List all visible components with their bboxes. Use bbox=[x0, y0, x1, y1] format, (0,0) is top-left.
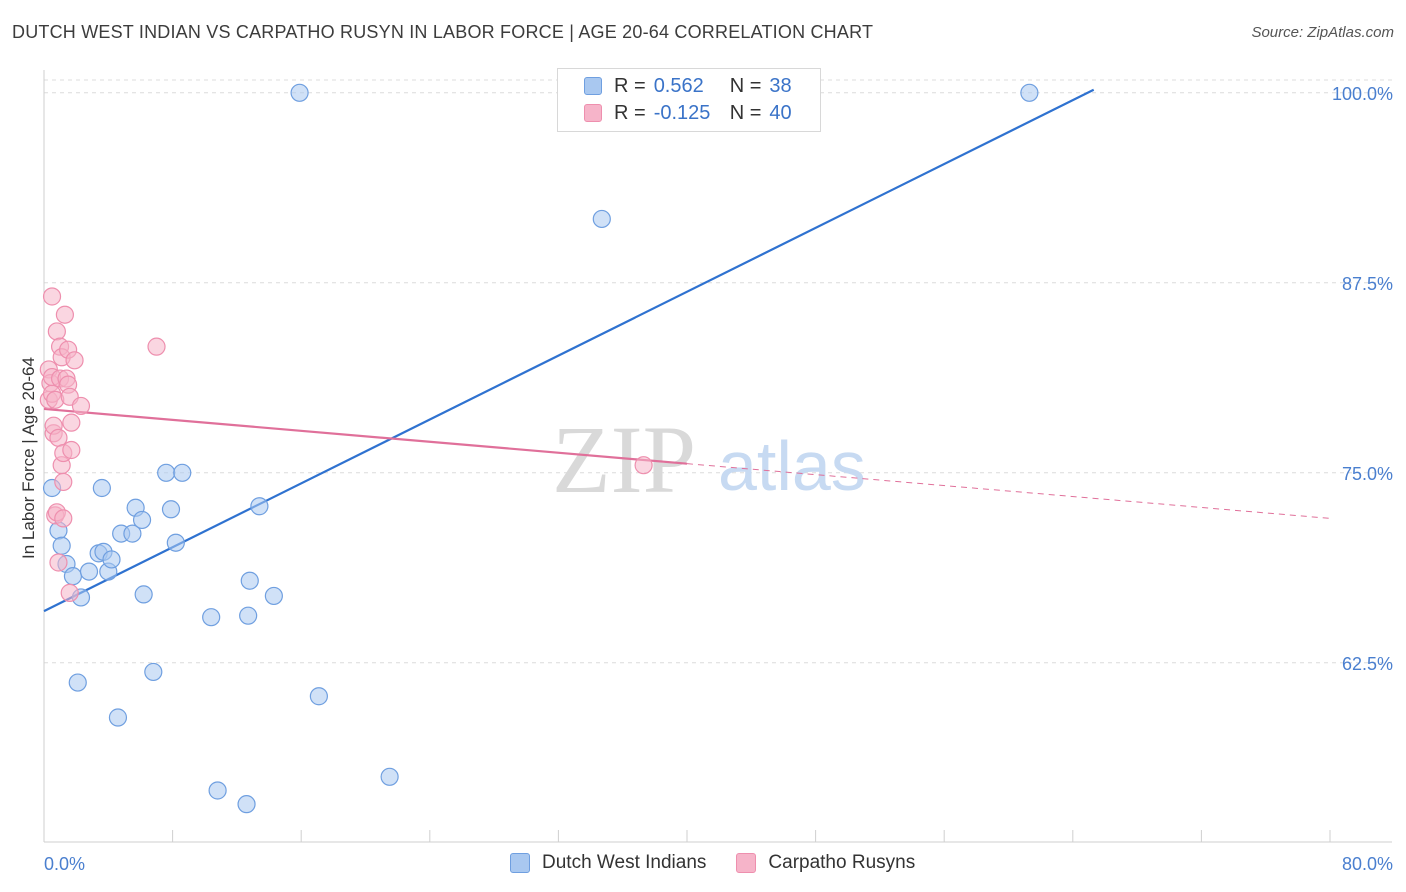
data-point-carpatho bbox=[42, 287, 62, 306]
stats-legend: R = 0.562 N = 38 R = -0.125 N = 40 bbox=[557, 68, 821, 132]
y-axis-label: In Labor Force | Age 20-64 bbox=[19, 357, 38, 559]
data-point-carpatho bbox=[55, 305, 74, 324]
data-point-carpatho bbox=[49, 428, 68, 447]
data-point-carpatho bbox=[62, 413, 81, 432]
data-point-dutch bbox=[290, 83, 309, 102]
r-label: R = bbox=[614, 101, 646, 124]
trendline-dutch bbox=[43, 88, 1095, 613]
data-point-dutch bbox=[132, 510, 152, 530]
data-point-carpatho bbox=[54, 509, 73, 528]
data-point-dutch bbox=[102, 550, 121, 569]
y-tick-label: 87.5% bbox=[1342, 274, 1393, 294]
r-value: 0.562 bbox=[653, 74, 704, 97]
series-legend: Dutch West Indians Carpatho Rusyns bbox=[510, 852, 945, 874]
n-label: N = bbox=[729, 74, 762, 97]
legend-item-carpatho: Carpatho Rusyns bbox=[736, 852, 915, 874]
trendline-carpatho bbox=[686, 463, 1331, 519]
data-point-dutch bbox=[52, 536, 71, 555]
data-point-dutch bbox=[592, 209, 611, 229]
data-point-dutch bbox=[208, 781, 227, 800]
data-point-dutch bbox=[92, 478, 111, 498]
data-point-carpatho bbox=[62, 440, 81, 460]
tick-labels: 62.5% 75.0% 87.5% 100.0% 0.0% 80.0% bbox=[44, 84, 1393, 874]
stats-row-carpatho: R = -0.125 N = 40 bbox=[584, 100, 792, 126]
data-point-carpatho bbox=[71, 396, 91, 416]
data-point-dutch bbox=[1020, 83, 1039, 102]
stats-row-dutch: R = 0.562 N = 38 bbox=[584, 73, 792, 99]
data-point-dutch bbox=[309, 687, 328, 706]
r-label: R = bbox=[614, 74, 646, 97]
data-point-dutch bbox=[264, 586, 283, 606]
data-point-dutch bbox=[166, 533, 185, 552]
data-point-carpatho bbox=[60, 583, 79, 602]
data-point-carpatho bbox=[54, 472, 73, 492]
data-point-dutch bbox=[239, 606, 258, 625]
axes bbox=[43, 70, 1392, 843]
pink-swatch bbox=[736, 853, 757, 873]
x-tick-label: 0.0% bbox=[44, 854, 85, 874]
data-point-carpatho bbox=[49, 553, 68, 572]
data-point-dutch bbox=[63, 567, 83, 586]
watermark: ZIP atlas bbox=[552, 406, 866, 513]
data-point-dutch bbox=[380, 767, 399, 786]
y-tick-label: 100.0% bbox=[1332, 84, 1393, 104]
trendline-carpatho bbox=[43, 407, 688, 465]
data-point-carpatho bbox=[634, 456, 653, 475]
n-value: 40 bbox=[769, 101, 792, 124]
data-point-dutch bbox=[108, 708, 128, 727]
legend-label-carpatho: Carpatho Rusyns bbox=[768, 852, 916, 873]
chart-title: DUTCH WEST INDIAN VS CARPATHO RUSYN IN L… bbox=[12, 22, 874, 42]
data-point-dutch bbox=[123, 524, 142, 543]
x-tick-label: 80.0% bbox=[1342, 854, 1393, 874]
data-point-dutch bbox=[161, 500, 181, 519]
y-tick-label: 75.0% bbox=[1342, 464, 1393, 484]
legend-label-dutch: Dutch West Indians bbox=[542, 852, 707, 873]
n-label: N = bbox=[729, 101, 762, 124]
source-label: Source: ZipAtlas.com bbox=[1251, 24, 1394, 41]
data-point-carpatho bbox=[65, 351, 84, 370]
data-point-carpatho bbox=[147, 337, 166, 356]
r-value: -0.125 bbox=[653, 101, 711, 124]
trend-lines bbox=[43, 88, 1331, 613]
data-point-dutch bbox=[240, 571, 259, 590]
data-point-dutch bbox=[68, 673, 87, 692]
data-points bbox=[39, 83, 1039, 814]
data-point-dutch bbox=[202, 608, 221, 627]
data-point-carpatho bbox=[47, 322, 66, 341]
legend-item-dutch: Dutch West Indians bbox=[510, 852, 706, 874]
y-tick-label: 62.5% bbox=[1342, 654, 1393, 674]
data-point-dutch bbox=[173, 463, 192, 482]
data-point-dutch bbox=[144, 662, 163, 682]
data-point-dutch bbox=[237, 795, 256, 814]
pink-swatch bbox=[584, 104, 602, 122]
n-value: 38 bbox=[769, 74, 792, 97]
blue-swatch bbox=[510, 853, 530, 873]
data-point-dutch bbox=[134, 585, 153, 604]
data-point-dutch bbox=[79, 562, 99, 581]
data-point-dutch bbox=[157, 463, 176, 482]
watermark-atlas: atlas bbox=[718, 427, 866, 505]
watermark-zip: ZIP bbox=[552, 406, 696, 513]
data-point-dutch bbox=[250, 497, 269, 516]
blue-swatch bbox=[584, 77, 602, 95]
